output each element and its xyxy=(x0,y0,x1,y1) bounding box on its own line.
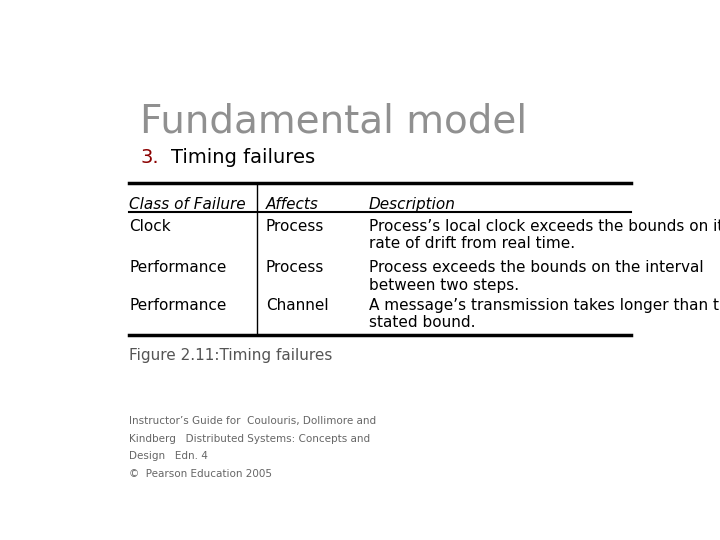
Text: Timing failures: Timing failures xyxy=(171,148,315,167)
Text: Class of Failure: Class of Failure xyxy=(129,197,246,212)
Text: Design   Edn. 4: Design Edn. 4 xyxy=(129,451,208,461)
Text: Process: Process xyxy=(266,260,324,275)
Text: Clock: Clock xyxy=(129,219,171,234)
Text: 3.: 3. xyxy=(140,148,159,167)
Text: Performance: Performance xyxy=(129,298,226,313)
Text: Process: Process xyxy=(266,219,324,234)
Text: Instructor’s Guide for  Coulouris, Dollimore and: Instructor’s Guide for Coulouris, Dollim… xyxy=(129,416,376,426)
Text: Kindberg   Distributed Systems: Concepts and: Kindberg Distributed Systems: Concepts a… xyxy=(129,434,370,444)
Text: Process exceeds the bounds on the interval
between two steps.: Process exceeds the bounds on the interv… xyxy=(369,260,703,293)
Text: ©  Pearson Education 2005: © Pearson Education 2005 xyxy=(129,469,272,478)
Text: Channel: Channel xyxy=(266,298,328,313)
Text: Affects: Affects xyxy=(266,197,319,212)
Text: Fundamental model: Fundamental model xyxy=(140,102,527,140)
Text: A message’s transmission takes longer than the
stated bound.: A message’s transmission takes longer th… xyxy=(369,298,720,330)
Text: Description: Description xyxy=(369,197,456,212)
Text: Figure 2.11:Timing failures: Figure 2.11:Timing failures xyxy=(129,348,333,362)
Text: Performance: Performance xyxy=(129,260,226,275)
Text: Process’s local clock exceeds the bounds on its
rate of drift from real time.: Process’s local clock exceeds the bounds… xyxy=(369,219,720,251)
